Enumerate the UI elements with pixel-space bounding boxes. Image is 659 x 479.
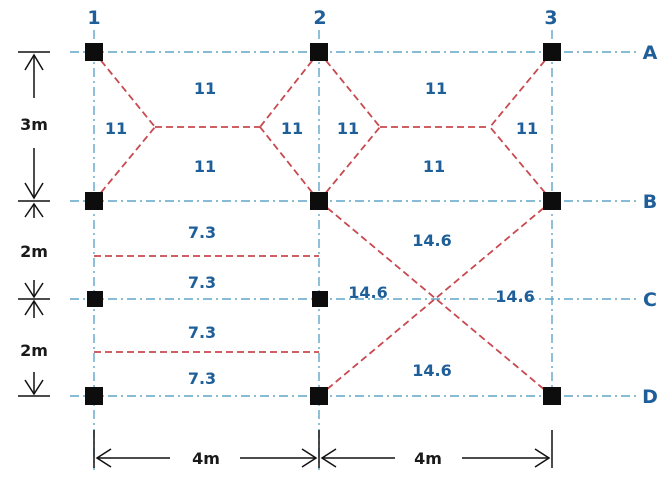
load-label: 14.6 bbox=[412, 231, 451, 250]
dimension-label: 4m bbox=[414, 449, 442, 468]
load-label: 11 bbox=[194, 79, 216, 98]
column-d3 bbox=[543, 387, 561, 405]
yield-line bbox=[318, 126, 381, 202]
grid-label-3: 3 bbox=[544, 7, 557, 29]
column-a3 bbox=[543, 43, 561, 61]
column-b2 bbox=[310, 192, 328, 210]
load-label: 11 bbox=[423, 157, 445, 176]
grid-label-a: A bbox=[643, 42, 658, 64]
load-label: 11 bbox=[337, 119, 359, 138]
dimension-label: 2m bbox=[20, 242, 48, 261]
dimension-2-3: 4m bbox=[318, 430, 553, 468]
grid-label-1: 1 bbox=[87, 7, 100, 29]
dimension-b-c: 2m bbox=[18, 200, 50, 299]
column-a1 bbox=[85, 43, 103, 61]
column-d1 bbox=[85, 387, 103, 405]
load-label: 14.6 bbox=[412, 361, 451, 380]
dimension-label: 3m bbox=[20, 115, 48, 134]
yield-line bbox=[93, 51, 156, 128]
dimension-label: 2m bbox=[20, 341, 48, 360]
column-c1 bbox=[87, 291, 103, 307]
load-label: 11 bbox=[425, 79, 447, 98]
grid-label-c: C bbox=[643, 289, 657, 311]
dimension-c-d: 2m bbox=[18, 298, 50, 397]
yield-line bbox=[318, 200, 553, 397]
load-label: 11 bbox=[516, 119, 538, 138]
yield-line bbox=[93, 126, 156, 202]
column-c2 bbox=[312, 291, 328, 307]
load-label: 14.6 bbox=[495, 287, 534, 306]
load-label: 11 bbox=[105, 119, 127, 138]
load-label: 11 bbox=[194, 157, 216, 176]
yield-line bbox=[489, 51, 553, 128]
column-a2 bbox=[310, 43, 328, 61]
load-label: 7.3 bbox=[188, 273, 216, 292]
grid-label-b: B bbox=[643, 191, 657, 213]
yield-line bbox=[318, 51, 381, 128]
yield-line bbox=[259, 126, 320, 202]
grid-label-2: 2 bbox=[313, 7, 326, 29]
column-b3 bbox=[543, 192, 561, 210]
yield-line bbox=[489, 126, 553, 202]
column-b1 bbox=[85, 192, 103, 210]
load-label: 11 bbox=[281, 119, 303, 138]
yield-line bbox=[318, 200, 553, 397]
dimension-label: 4m bbox=[192, 449, 220, 468]
grid-label-d: D bbox=[642, 386, 658, 408]
column-d2 bbox=[310, 387, 328, 405]
dimension-1-2: 4m bbox=[93, 430, 318, 468]
dimension-a-b: 3m bbox=[18, 51, 50, 200]
load-label: 7.3 bbox=[188, 323, 216, 342]
load-label: 7.3 bbox=[188, 369, 216, 388]
yield-line bbox=[259, 51, 320, 128]
load-label: 7.3 bbox=[188, 223, 216, 242]
load-label: 14.6 bbox=[348, 283, 387, 302]
